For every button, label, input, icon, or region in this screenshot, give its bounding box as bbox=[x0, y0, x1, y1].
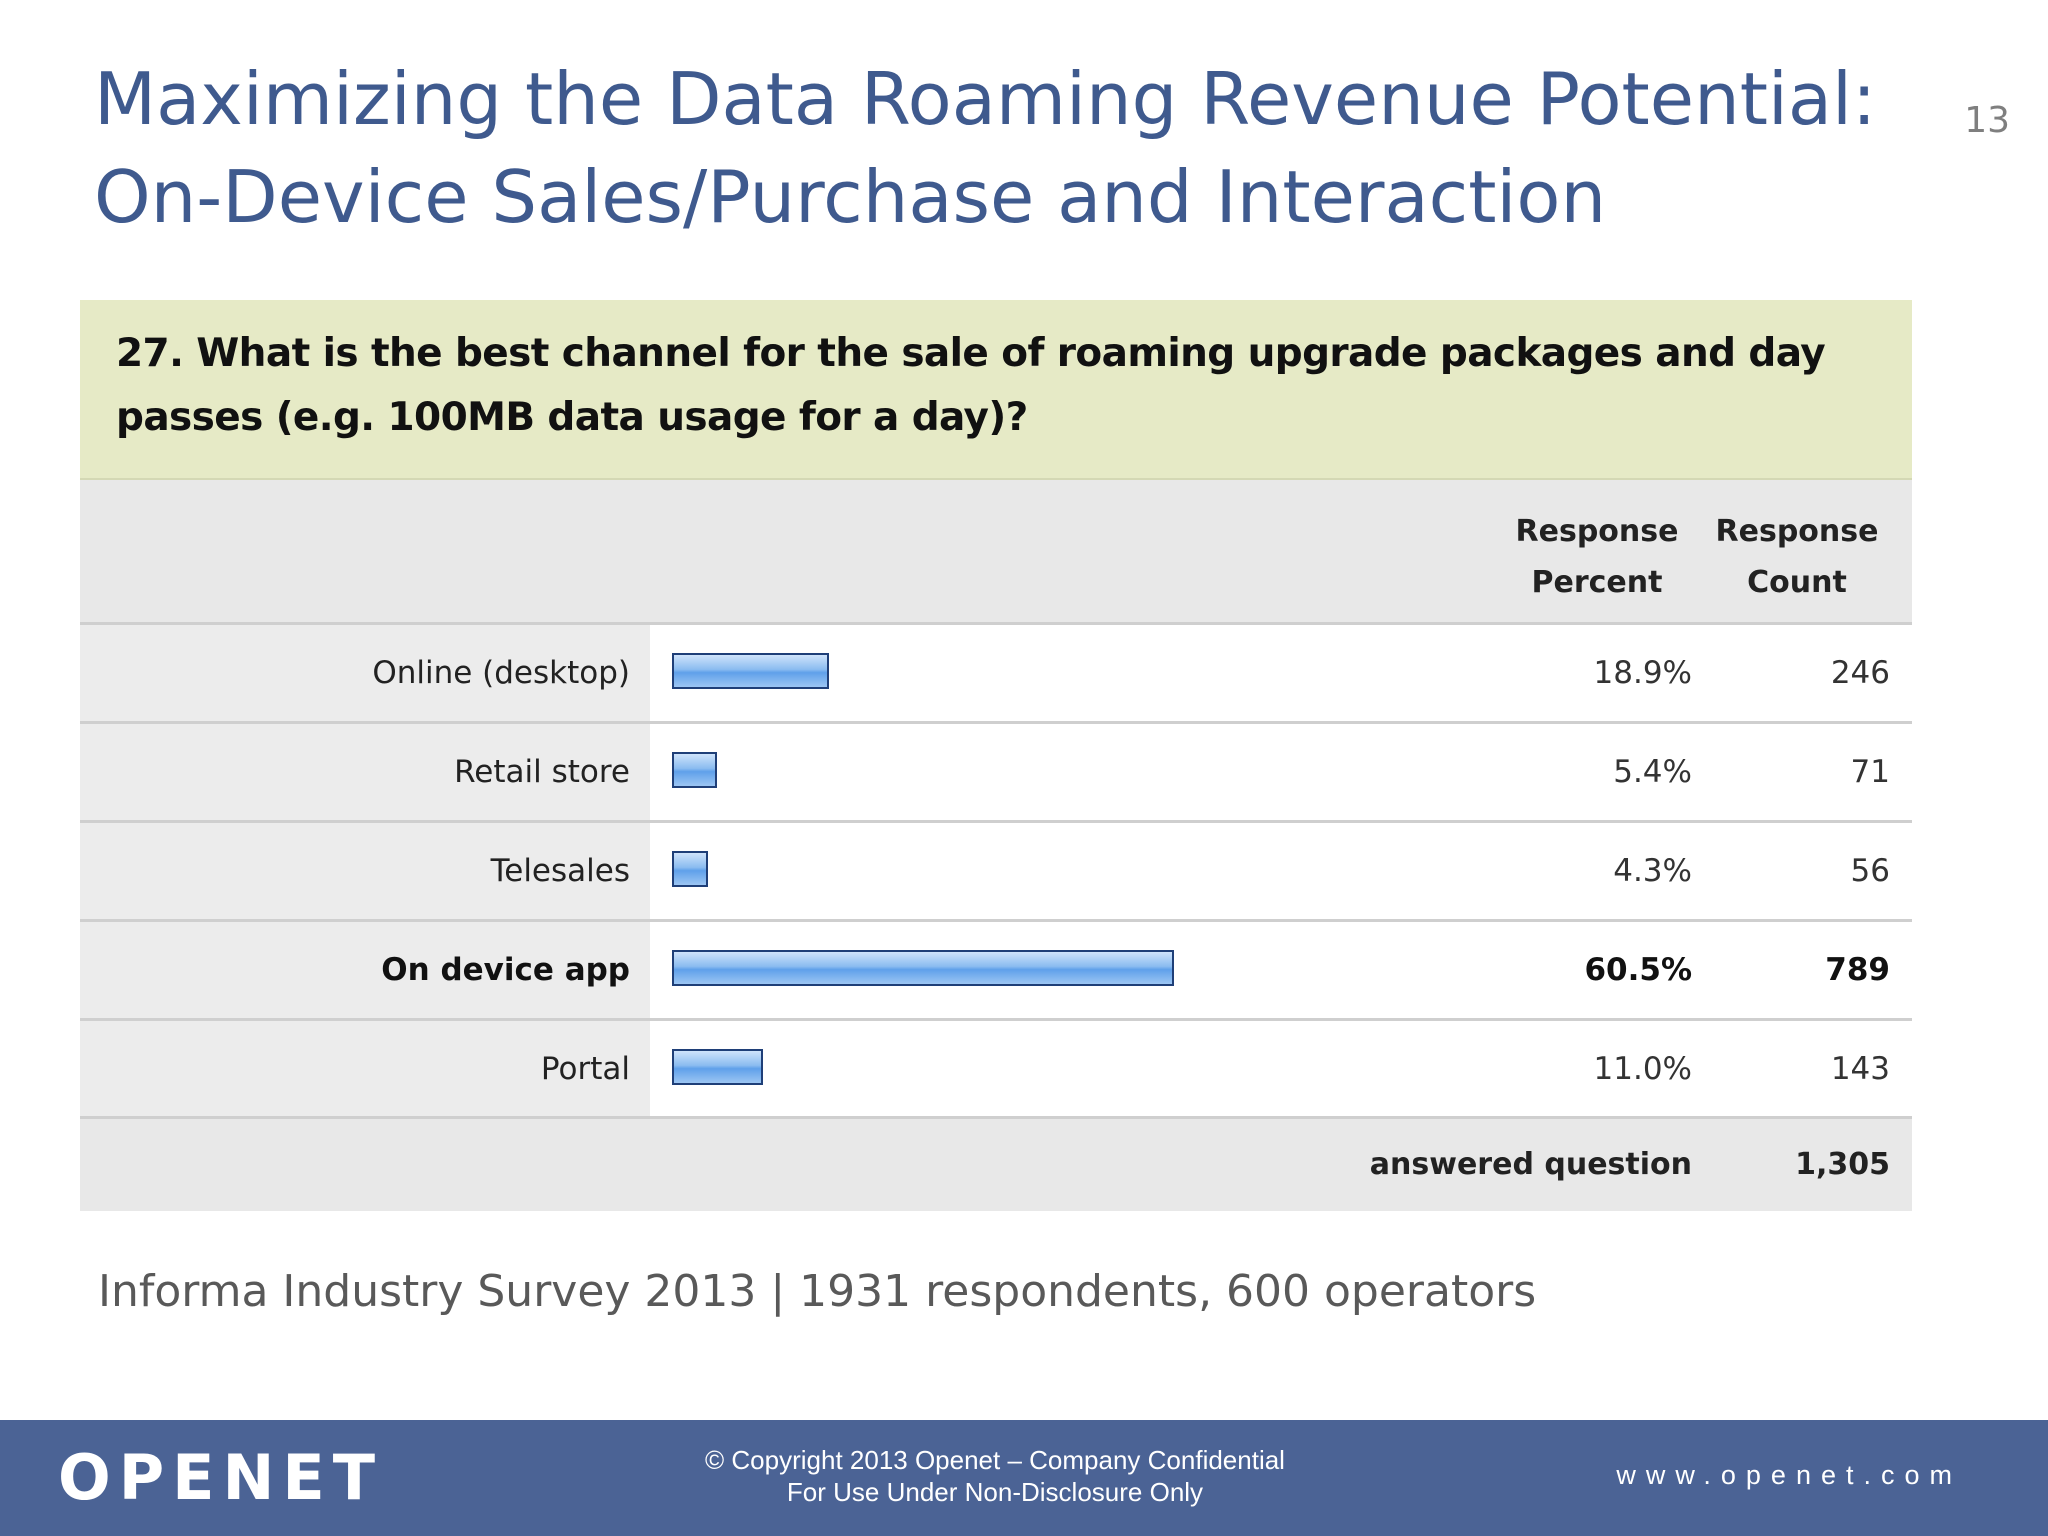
row-label-cell: Telesales bbox=[80, 823, 650, 919]
row-bar-cell bbox=[650, 922, 1912, 1018]
question-banner: 27. What is the best channel for the sal… bbox=[80, 300, 1912, 480]
page-number: 13 bbox=[1964, 100, 2010, 141]
footer-bar: OPENET © Copyright 2013 Openet – Company… bbox=[0, 1420, 2048, 1536]
response-count: 56 bbox=[1850, 853, 1890, 889]
response-count: 143 bbox=[1830, 1051, 1890, 1087]
copyright-line-2: For Use Under Non-Disclosure Only bbox=[786, 1477, 1204, 1507]
answered-question-count: 1,305 bbox=[1795, 1147, 1890, 1182]
source-note: Informa Industry Survey 2013 | 1931 resp… bbox=[98, 1266, 1537, 1317]
copyright-notice: © Copyright 2013 Openet – Company Confid… bbox=[500, 1444, 1490, 1508]
response-percent: 18.9% bbox=[1593, 655, 1692, 691]
row-label-cell: On device app bbox=[80, 922, 650, 1018]
response-percent: 11.0% bbox=[1593, 1051, 1692, 1087]
row-label: Telesales bbox=[490, 853, 630, 889]
answered-question-row: answered question 1,305 bbox=[80, 1116, 1912, 1211]
response-count-header-line-2: Count bbox=[1747, 565, 1847, 600]
row-bar-cell bbox=[650, 625, 1912, 721]
openet-logo: OPENET bbox=[58, 1441, 384, 1514]
row-label: Portal bbox=[540, 1051, 630, 1087]
row-bar-cell bbox=[650, 1021, 1912, 1117]
response-percent: 5.4% bbox=[1613, 754, 1692, 790]
response-bar bbox=[672, 1049, 763, 1085]
response-percent: 60.5% bbox=[1584, 952, 1692, 988]
row-bar-cell bbox=[650, 823, 1912, 919]
copyright-line-1: © Copyright 2013 Openet – Company Confid… bbox=[705, 1445, 1285, 1475]
row-label: Online (desktop) bbox=[372, 655, 630, 691]
survey-result-panel: 27. What is the best channel for the sal… bbox=[80, 300, 1912, 1211]
table-row: On device app 60.5% 789 bbox=[80, 919, 1912, 1018]
row-label: On device app bbox=[381, 952, 630, 988]
response-percent-header: Response Percent bbox=[1502, 506, 1692, 608]
table-row: Retail store 5.4% 71 bbox=[80, 721, 1912, 820]
response-count: 789 bbox=[1825, 952, 1890, 988]
slide-title-line-1: Maximizing the Data Roaming Revenue Pote… bbox=[94, 57, 1877, 141]
response-count: 246 bbox=[1830, 655, 1890, 691]
row-label-cell: Retail store bbox=[80, 724, 650, 820]
response-percent-header-line-1: Response bbox=[1515, 514, 1679, 549]
table-row: Online (desktop) 18.9% 246 bbox=[80, 622, 1912, 721]
response-count-header-line-1: Response bbox=[1715, 514, 1879, 549]
response-bar bbox=[672, 653, 829, 689]
response-bar bbox=[672, 950, 1174, 986]
response-percent: 4.3% bbox=[1613, 853, 1692, 889]
response-bar bbox=[672, 851, 708, 887]
row-label-cell: Portal bbox=[80, 1021, 650, 1117]
question-text: 27. What is the best channel for the sal… bbox=[116, 331, 1826, 440]
answered-question-label: answered question bbox=[1369, 1147, 1692, 1182]
row-bar-cell bbox=[650, 724, 1912, 820]
slide-title: Maximizing the Data Roaming Revenue Pote… bbox=[94, 50, 1877, 246]
row-label-cell: Online (desktop) bbox=[80, 625, 650, 721]
response-percent-header-line-2: Percent bbox=[1531, 565, 1663, 600]
response-count-header: Response Count bbox=[1702, 506, 1892, 608]
response-count: 71 bbox=[1850, 754, 1890, 790]
website-url: www.openet.com bbox=[1616, 1460, 1962, 1490]
table-row: Telesales 4.3% 56 bbox=[80, 820, 1912, 919]
row-label: Retail store bbox=[454, 754, 630, 790]
table-row: Portal 11.0% 143 bbox=[80, 1018, 1912, 1117]
response-bar bbox=[672, 752, 717, 788]
slide-title-line-2: On-Device Sales/Purchase and Interaction bbox=[94, 155, 1607, 239]
